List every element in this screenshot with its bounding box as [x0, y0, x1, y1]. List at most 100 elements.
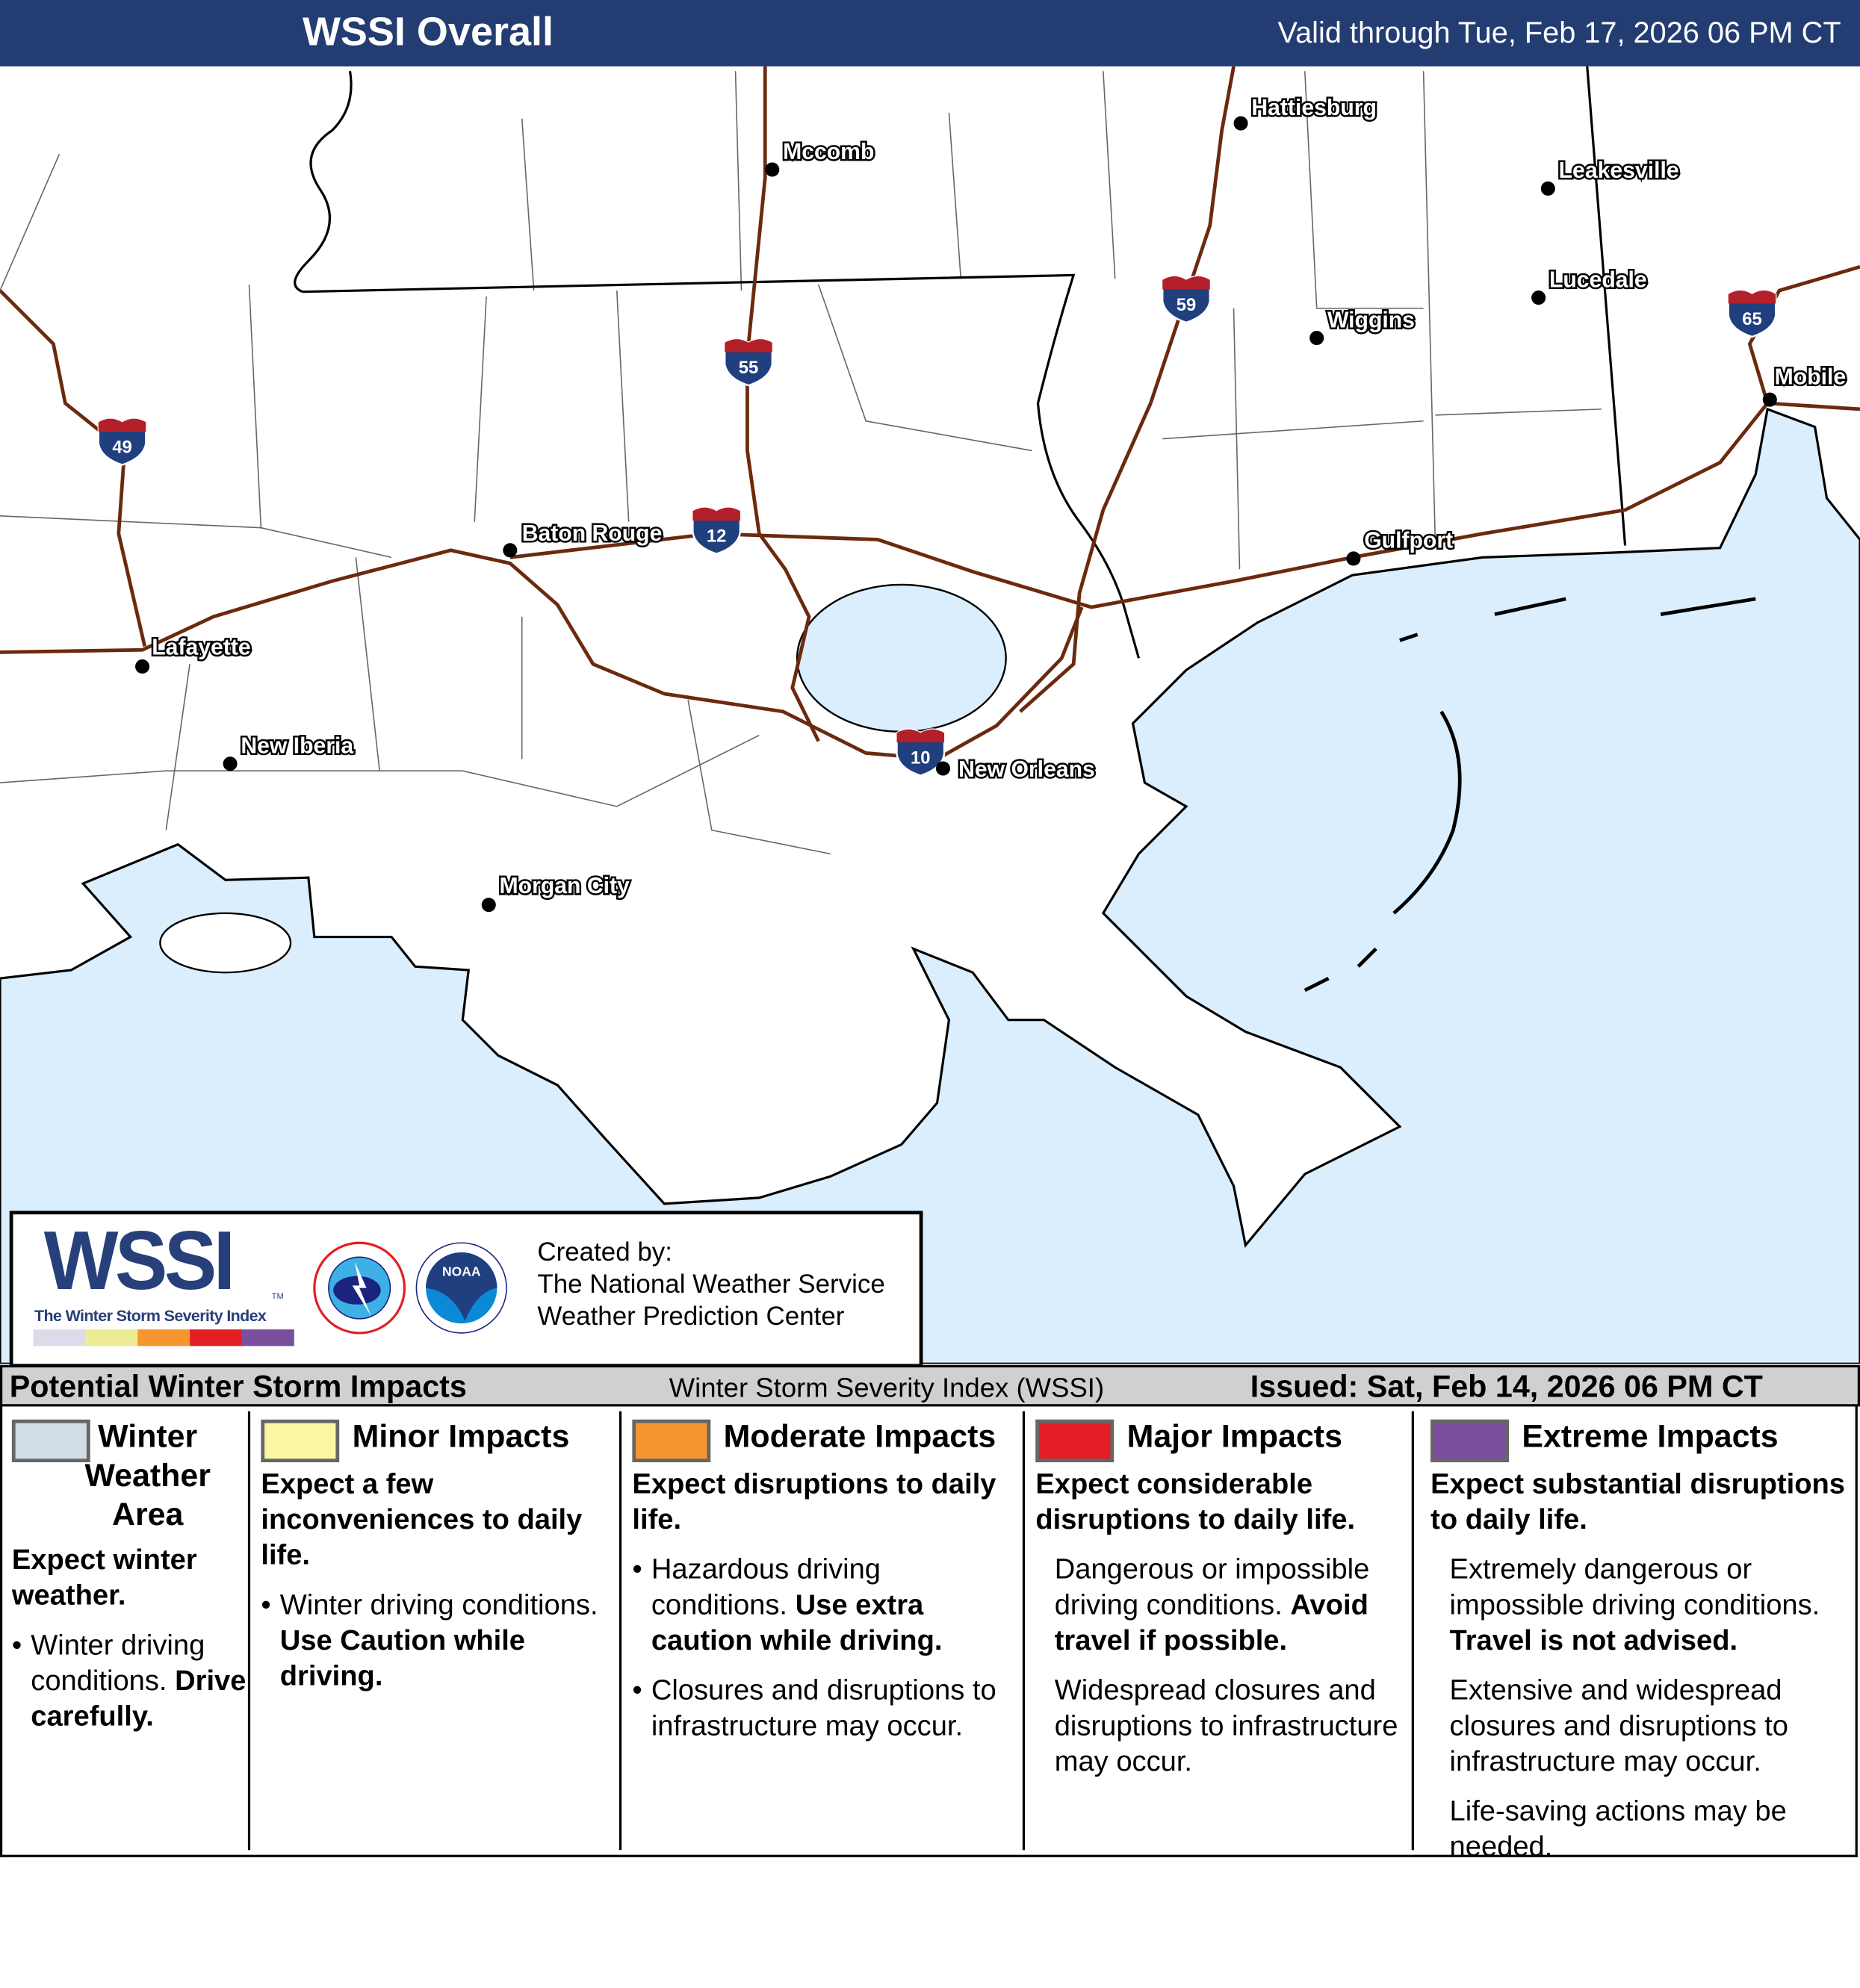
category-title: Moderate Impacts — [723, 1418, 996, 1454]
barrier-islands — [1303, 597, 1756, 993]
vermilion-bay — [159, 912, 292, 974]
city-dot — [1540, 181, 1555, 196]
impact-bullet: Extremely dangerous or impossible drivin… — [1449, 1553, 1820, 1657]
shield-number: 59 — [1177, 295, 1196, 315]
city-label: Leakesville — [1559, 158, 1679, 183]
impact-bullet: Extensive and widespread closures and di… — [1449, 1674, 1788, 1778]
city-mobile: Mobile — [1762, 363, 1848, 407]
swatch-2 — [632, 1419, 711, 1463]
wssi-logo: WSSI — [43, 1214, 235, 1307]
interstate-shield-49: 49 — [97, 417, 147, 466]
city-dot — [1531, 291, 1546, 305]
swatch-3 — [1035, 1419, 1115, 1463]
shield-number: 49 — [112, 438, 131, 458]
city-label: Baton Rouge — [522, 521, 663, 546]
category-title: Extreme Impacts — [1522, 1418, 1779, 1454]
city-label: New Iberia — [241, 733, 353, 758]
shield-number: 55 — [739, 358, 758, 378]
i-12-route — [509, 401, 1860, 609]
noaa-logo: NOAA — [415, 1242, 507, 1334]
i-59-route — [1019, 66, 1236, 713]
category-title: Winter Weather Area — [84, 1418, 211, 1532]
city-new-iberia: New Iberia — [223, 732, 356, 771]
swatch-1 — [261, 1419, 340, 1463]
city-lucedale: Lucedale — [1531, 266, 1649, 305]
category-summary: Expect considerable disruptions to daily… — [1035, 1467, 1356, 1536]
impact-bullet: Winter driving conditions. Drive careful… — [12, 1628, 249, 1735]
city-lafayette: Lafayette — [135, 633, 252, 674]
state-borders — [294, 66, 1627, 659]
city-label: Wiggins — [1327, 308, 1415, 332]
city-new-orleans: New Orleans — [935, 756, 1097, 784]
valid-through: Valid through Tue, Feb 17, 2026 06 PM CT — [1277, 16, 1841, 50]
legend-index-name: Winter Storm Severity Index (WSSI) — [669, 1372, 1105, 1403]
legend-header: Potential Winter Storm Impacts Winter St… — [0, 1364, 1860, 1407]
city-dot — [765, 162, 780, 177]
city-dot — [135, 659, 150, 674]
column-divider — [1022, 1411, 1026, 1851]
shield-number: 12 — [707, 526, 726, 547]
city-dot — [1233, 116, 1248, 131]
impact-bullet: Hazardous driving conditions. Use extra … — [632, 1553, 1011, 1659]
city-dot — [223, 757, 238, 771]
logo-panel: WSSI TM The Winter Storm Severity Index … — [9, 1211, 923, 1367]
wssi-color-bar — [33, 1329, 294, 1346]
city-label: Lafayette — [152, 636, 250, 660]
city-mccomb: Mccomb — [765, 137, 876, 177]
cities: Hattiesburg Mccomb Leakesville Lucedale Wigg… — [135, 93, 1848, 913]
shield-number: 65 — [1742, 309, 1762, 329]
map-title: WSSI Overall — [302, 9, 554, 55]
impact-bullet: Winter driving conditions. Use Caution w… — [261, 1588, 616, 1695]
created-line: The National Weather Service — [537, 1269, 885, 1299]
lake-pontchartrain — [796, 583, 1007, 733]
interstate-shield-55: 55 — [724, 338, 773, 387]
city-leakesville: Leakesville — [1540, 157, 1681, 196]
city-wiggins: Wiggins — [1309, 306, 1417, 346]
city-label: Mobile — [1775, 365, 1847, 390]
created-by: Created by: The National Weather Service… — [537, 1236, 884, 1332]
category-summary: Expect a few inconveniences to daily lif… — [261, 1467, 583, 1572]
category-summary: Expect substantial disruptions to daily … — [1430, 1467, 1846, 1536]
category-summary: Expect winter weather. — [11, 1544, 197, 1612]
impact-bullet: Life-saving actions may be needed. — [1449, 1795, 1787, 1863]
city-gulfport: Gulfport — [1346, 526, 1455, 566]
city-hattiesburg: Hattiesburg — [1233, 93, 1378, 131]
map[interactable]: 49 55 12 59 10 65 Hattiesburg Mccomb Leakesvill… — [0, 66, 1860, 1364]
city-label: Mccomb — [783, 140, 874, 164]
i-55-route — [745, 66, 820, 742]
issued-time: Issued: Sat, Feb 14, 2026 06 PM CT — [1250, 1368, 1763, 1405]
city-dot — [481, 898, 496, 913]
interstate-shield-12: 12 — [692, 506, 742, 555]
wssi-subtitle: The Winter Storm Severity Index — [34, 1306, 267, 1325]
city-dot — [1346, 551, 1361, 566]
created-line: Created by: — [537, 1237, 672, 1267]
city-label: Morgan City — [500, 874, 630, 898]
category-moderate-impacts: Expect disruptions to daily life. Hazardo… — [632, 1467, 1011, 1912]
impact-bullet: Dangerous or impossible driving conditio… — [1054, 1553, 1370, 1657]
category-extreme-impacts: Expect substantial disruptions to daily … — [1430, 1467, 1852, 1912]
wssi-map-page: WSSI Overall Valid through Tue, Feb 17, … — [0, 0, 1860, 1860]
nws-logo — [313, 1241, 406, 1335]
city-baton-rouge: Baton Rouge — [503, 520, 664, 558]
county-borders — [0, 71, 1602, 855]
swatch-4 — [1430, 1419, 1509, 1463]
header-bar: WSSI Overall Valid through Tue, Feb 17, … — [0, 0, 1860, 66]
impact-bullet: Closures and disruptions to infrastructu… — [632, 1674, 1011, 1745]
interstate-shield-10: 10 — [896, 728, 946, 777]
impact-legend: Winter Weather Area Expect winter weather… — [0, 1405, 1858, 1863]
interstate-shields: 49 55 12 59 10 65 — [97, 275, 1777, 777]
city-label: Lucedale — [1549, 267, 1647, 292]
category-title: Minor Impacts — [352, 1418, 570, 1454]
column-divider — [1411, 1411, 1414, 1851]
legend-title: Potential Winter Storm Impacts — [9, 1368, 467, 1405]
impact-bullet: Widespread closures and disruptions to i… — [1054, 1674, 1398, 1778]
interstate-shield-65: 65 — [1727, 289, 1777, 338]
city-dot — [1762, 392, 1777, 407]
gulf-of-mexico-water — [0, 407, 1860, 1364]
city-label: New Orleans — [958, 757, 1095, 782]
category-minor-impacts: Expect a few inconveniences to daily lif… — [261, 1467, 616, 1912]
city-dot — [503, 543, 518, 558]
city-dot — [935, 761, 950, 776]
noaa-text: NOAA — [442, 1264, 481, 1279]
i-49-route — [0, 289, 147, 647]
